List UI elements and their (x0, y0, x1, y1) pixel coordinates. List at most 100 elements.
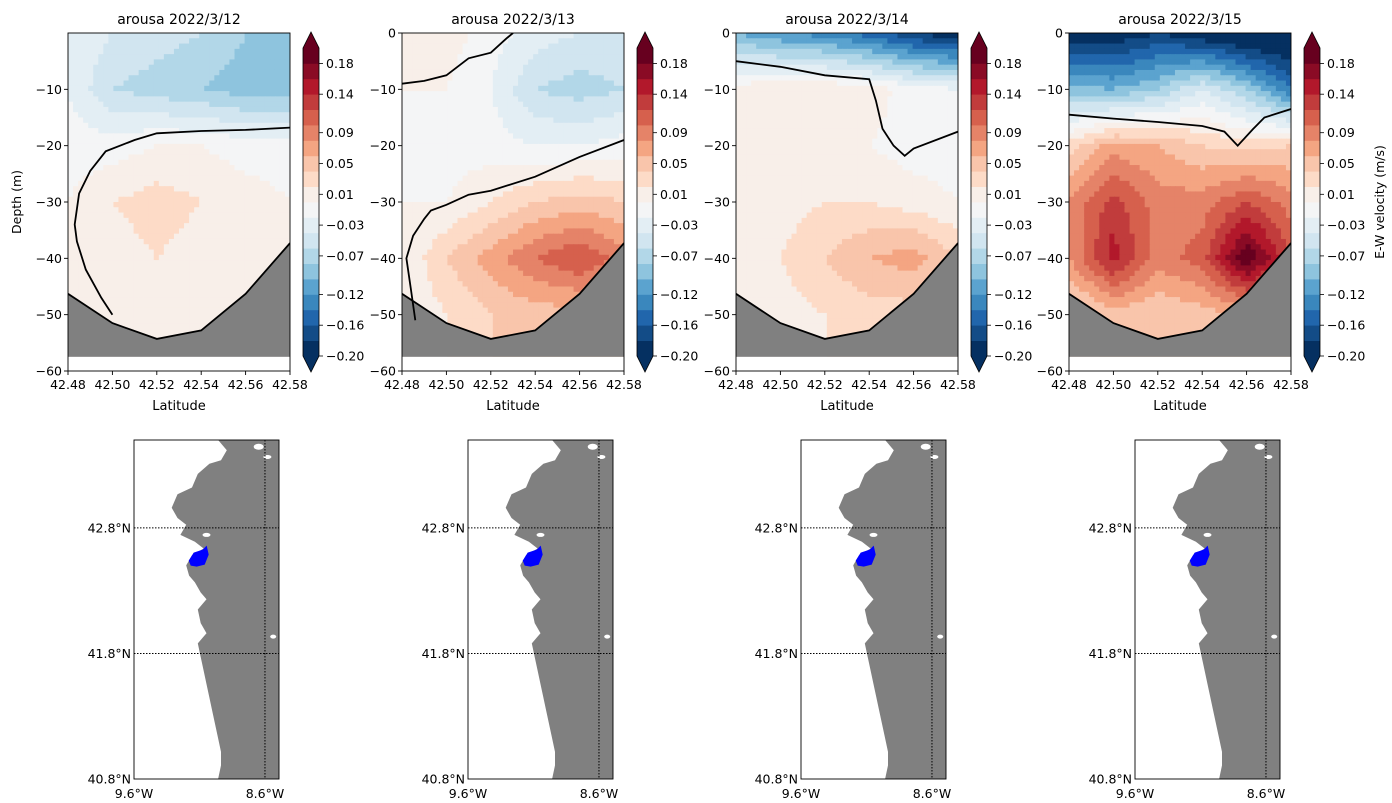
colorbar-tick-label: 0.18 (994, 56, 1022, 71)
colorbar-segment (637, 263, 653, 280)
x-tick-label: 42.58 (272, 377, 308, 392)
colorbar-segment (1304, 125, 1320, 141)
colorbar-segment (1304, 155, 1320, 172)
colorbar-segment (637, 186, 653, 203)
inlet (202, 532, 211, 537)
colorbar-segment (1304, 294, 1320, 311)
y-tick-label: −10 (370, 82, 396, 97)
inlet (270, 634, 277, 639)
colorbar-segment (637, 94, 653, 110)
colorbar-segment (1304, 109, 1320, 126)
colorbar-segment (303, 48, 319, 64)
section-panel-1: arousa 2022/3/12 42.48 42.50 42.52 42.54 42.5… (9, 12, 364, 414)
location-map-2: 42.8°N 41.8°N 40.8°N9.6°W 8.6°W (422, 439, 618, 801)
map-lon-label: 8.6°W (1247, 786, 1286, 801)
colorbar-segment (637, 140, 653, 157)
map-lat-label: 41.8°N (422, 646, 465, 661)
inlet (587, 443, 598, 450)
panel-title: arousa 2022/3/12 (117, 12, 241, 28)
panels: arousa 2022/3/12 42.48 42.50 42.52 42.54 42.5… (9, 12, 1387, 801)
seabed-line (1069, 242, 1291, 340)
colorbar-tick-label: −0.07 (1327, 248, 1365, 263)
colorbar-tick-label: 0.14 (1327, 87, 1355, 102)
colorbar-segment (1304, 248, 1320, 264)
colorbar-tick-label: −0.20 (326, 349, 364, 364)
colorbar-tick-label: −0.16 (1327, 318, 1365, 333)
below-seabed-band (68, 356, 290, 371)
colorbar-segment (1304, 63, 1320, 80)
colorbar-segment (1304, 263, 1320, 280)
colorbar-extend-max (1304, 32, 1320, 48)
seabed (402, 243, 624, 357)
map-lat-label: 40.8°N (88, 772, 131, 787)
colorbar-segment (303, 94, 319, 110)
colorbar-tick-label: 0.01 (994, 187, 1022, 202)
x-tick-label: 42.50 (1096, 377, 1132, 392)
x-tick-label: 42.56 (228, 377, 264, 392)
ria-arousa-region (522, 545, 543, 567)
colorbar-segment (303, 232, 319, 249)
below-seabed-band (1069, 356, 1291, 371)
y-tick-label: −20 (370, 138, 396, 153)
colorbar-tick-label: −0.16 (660, 318, 698, 333)
y-tick-label: −40 (1037, 251, 1063, 266)
x-axis-label: Latitude (1153, 399, 1207, 414)
colorbar-segment (1304, 217, 1320, 234)
colorbar-tick-label: −0.07 (994, 248, 1032, 263)
colorbar-tick-label: 0.01 (326, 187, 354, 202)
colorbar-segment (637, 217, 653, 234)
map-lon-label: 9.6°W (449, 786, 488, 801)
colorbar-segment (303, 340, 319, 357)
colorbar-segment (971, 171, 987, 187)
colorbar-segment (303, 186, 319, 203)
colorbar-segment (1304, 171, 1320, 187)
colorbar-segment (637, 309, 653, 326)
x-tick-label: 42.56 (1229, 377, 1265, 392)
colorbar-segment (637, 232, 653, 249)
colorbar-tick-label: −0.20 (994, 349, 1032, 364)
zero-contour (736, 60, 958, 157)
inlet (869, 532, 878, 537)
x-tick-label: 42.48 (718, 377, 754, 392)
x-tick-label: 42.56 (562, 377, 598, 392)
x-tick-label: 42.58 (1273, 377, 1309, 392)
map-lat-label: 41.8°N (88, 646, 131, 661)
ria-arousa-region (855, 545, 876, 567)
colorbar-segment (971, 48, 987, 64)
colorbar-segment (303, 125, 319, 141)
map-lat-label: 40.8°N (755, 772, 798, 787)
section-panel-4: arousa 2022/3/15 42.48 42.50 42.52 42.54 42.5… (1037, 12, 1387, 414)
colorbar-segment (971, 248, 987, 264)
map-frame (1134, 439, 1281, 780)
map-lat-label: 42.8°N (88, 520, 131, 535)
y-tick-label: −20 (704, 138, 730, 153)
colorbar-tick-label: 0.05 (994, 156, 1022, 171)
inlet (920, 443, 931, 450)
colorbar-tick-label: −0.16 (326, 318, 364, 333)
colorbar-segment (1304, 78, 1320, 95)
x-tick-label: 42.58 (606, 377, 642, 392)
seabed (1069, 243, 1291, 357)
colorbar-segment (637, 340, 653, 357)
colorbar-segment (971, 263, 987, 280)
colorbar-tick-label: −0.16 (994, 318, 1032, 333)
colorbar-segment (971, 294, 987, 311)
land (1172, 440, 1280, 779)
colorbar-segment (637, 294, 653, 311)
x-tick-label: 42.52 (1140, 377, 1176, 392)
map-frame (800, 439, 947, 780)
location-map-1: 42.8°N 41.8°N 40.8°N9.6°W 8.6°W (88, 439, 284, 801)
inlet (1203, 532, 1212, 537)
x-axis-label: Latitude (486, 399, 540, 414)
inlet (1271, 634, 1278, 639)
y-axis-label: Depth (m) (9, 170, 24, 234)
y-tick-label: −40 (370, 251, 396, 266)
colorbar-tick-label: 0.14 (326, 87, 354, 102)
y-tick-label: −20 (36, 138, 62, 153)
inlet (253, 443, 264, 450)
colorbar-segment (1304, 202, 1320, 218)
colorbar-tick-label: 0.09 (994, 125, 1022, 140)
y-tick-label: −40 (704, 251, 730, 266)
colorbar-segment (971, 109, 987, 126)
